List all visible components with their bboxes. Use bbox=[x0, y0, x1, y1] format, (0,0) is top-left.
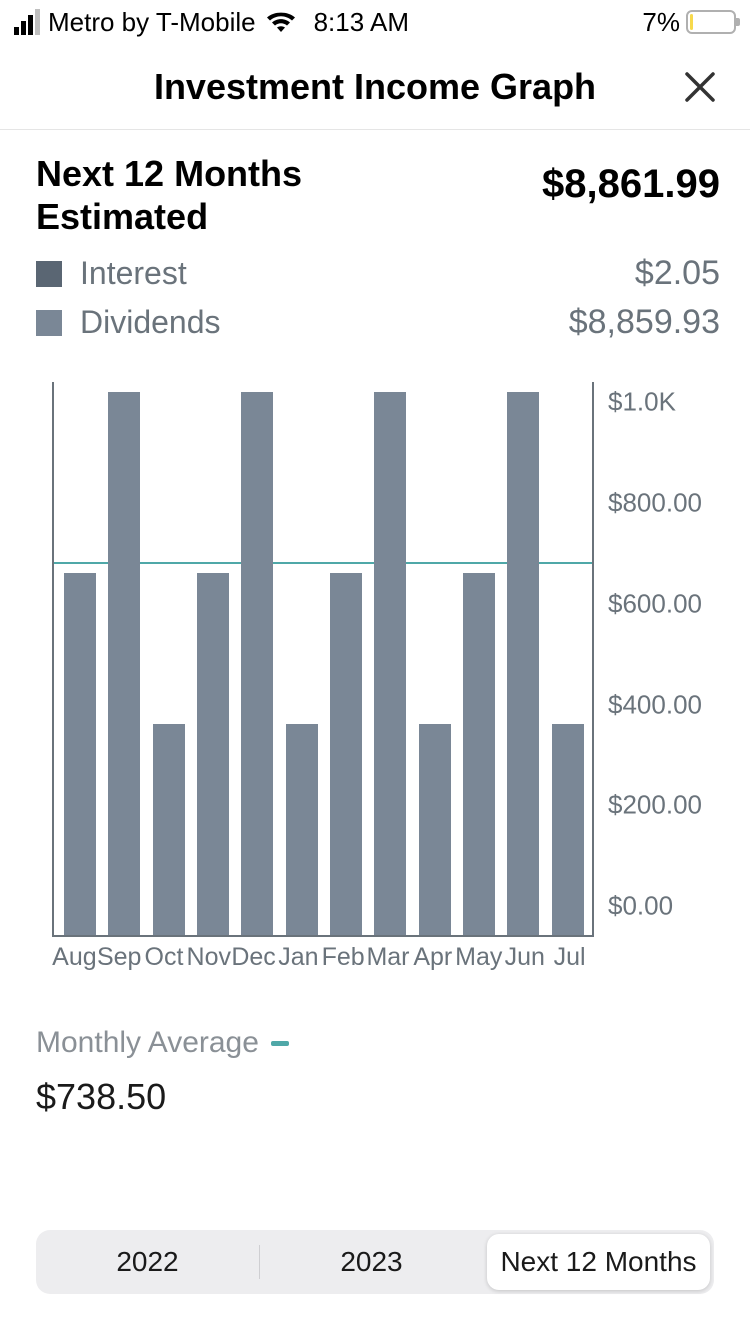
y-tick-label: $1.0K bbox=[608, 386, 676, 417]
battery-icon bbox=[686, 10, 736, 34]
chart-bar bbox=[153, 724, 185, 935]
close-button[interactable] bbox=[680, 67, 720, 107]
segment-option[interactable]: 2023 bbox=[260, 1246, 483, 1278]
x-tick-label: Nov bbox=[186, 943, 231, 972]
x-tick-label: Mar bbox=[366, 943, 411, 972]
legend-value: $8,859.93 bbox=[569, 303, 720, 342]
monthly-average-value: $738.50 bbox=[36, 1076, 714, 1118]
legend-value: $2.05 bbox=[635, 254, 720, 293]
y-tick-label: $200.00 bbox=[608, 790, 702, 821]
legend-label: Dividends bbox=[80, 304, 221, 341]
y-tick-label: $800.00 bbox=[608, 487, 702, 518]
summary-section: Next 12 Months Estimated $8,861.99 Inter… bbox=[0, 130, 750, 342]
battery-percent-label: 7% bbox=[642, 7, 680, 38]
page-header: Investment Income Graph bbox=[0, 44, 750, 130]
chart-y-axis: $0.00 $200.00 $400.00 $600.00 $800.00 $1.0K bbox=[592, 382, 720, 937]
chart-bar bbox=[241, 392, 273, 935]
chart-x-axis: AugSepOctNovDecJanFebMarAprMayJunJul bbox=[52, 943, 720, 972]
x-tick-label: Aug bbox=[52, 943, 97, 972]
x-tick-label: Apr bbox=[410, 943, 455, 972]
legend-swatch bbox=[36, 310, 62, 336]
status-bar: Metro by T-Mobile 8:13 AM 7% bbox=[0, 0, 750, 44]
chart-section: $0.00 $200.00 $400.00 $600.00 $800.00 $1.0K A… bbox=[0, 382, 750, 972]
chart-bar bbox=[463, 573, 495, 935]
y-tick-label: $600.00 bbox=[608, 588, 702, 619]
chart-bar bbox=[64, 573, 96, 935]
chart-bar bbox=[286, 724, 318, 935]
legend-row: Interest $2.05 bbox=[36, 254, 720, 293]
legend-label: Interest bbox=[80, 255, 187, 292]
segment-option[interactable]: 2022 bbox=[36, 1246, 259, 1278]
x-tick-label: Dec bbox=[231, 943, 276, 972]
x-tick-label: Oct bbox=[142, 943, 187, 972]
chart-bar bbox=[507, 392, 539, 935]
average-dash-icon bbox=[271, 1041, 289, 1046]
total-amount: $8,861.99 bbox=[542, 152, 720, 207]
status-time: 8:13 AM bbox=[314, 7, 409, 38]
chart-bar bbox=[108, 392, 140, 935]
x-tick-label: Jan bbox=[276, 943, 321, 972]
page-title: Investment Income Graph bbox=[154, 66, 596, 108]
legend-swatch bbox=[36, 261, 62, 287]
x-tick-label: Jul bbox=[547, 943, 592, 972]
period-segmented-control[interactable]: 20222023Next 12 Months bbox=[36, 1230, 714, 1294]
chart-bar bbox=[330, 573, 362, 935]
monthly-average-section: Monthly Average $738.50 bbox=[0, 1026, 750, 1118]
carrier-label: Metro by T-Mobile bbox=[48, 7, 256, 38]
y-tick-label: $0.00 bbox=[608, 891, 673, 922]
chart-bars bbox=[54, 382, 594, 935]
chart-bar bbox=[552, 724, 584, 935]
y-tick-label: $400.00 bbox=[608, 689, 702, 720]
close-icon bbox=[683, 70, 717, 104]
chart-plot-area bbox=[52, 382, 594, 937]
monthly-average-label: Monthly Average bbox=[36, 1026, 259, 1060]
x-tick-label: Feb bbox=[321, 943, 366, 972]
legend: Interest $2.05 Dividends $8,859.93 bbox=[36, 254, 720, 342]
battery-indicator: 7% bbox=[642, 7, 736, 38]
income-bar-chart: $0.00 $200.00 $400.00 $600.00 $800.00 $1.0K bbox=[52, 382, 720, 937]
signal-icon bbox=[14, 9, 40, 35]
period-label: Next 12 Months Estimated bbox=[36, 152, 302, 238]
wifi-icon bbox=[266, 11, 296, 33]
chart-bar bbox=[419, 724, 451, 935]
segment-option[interactable]: Next 12 Months bbox=[487, 1234, 710, 1290]
x-tick-label: Jun bbox=[502, 943, 547, 972]
chart-bar bbox=[197, 573, 229, 935]
x-tick-label: May bbox=[455, 943, 502, 972]
chart-bar bbox=[374, 392, 406, 935]
legend-row: Dividends $8,859.93 bbox=[36, 303, 720, 342]
x-tick-label: Sep bbox=[97, 943, 142, 972]
